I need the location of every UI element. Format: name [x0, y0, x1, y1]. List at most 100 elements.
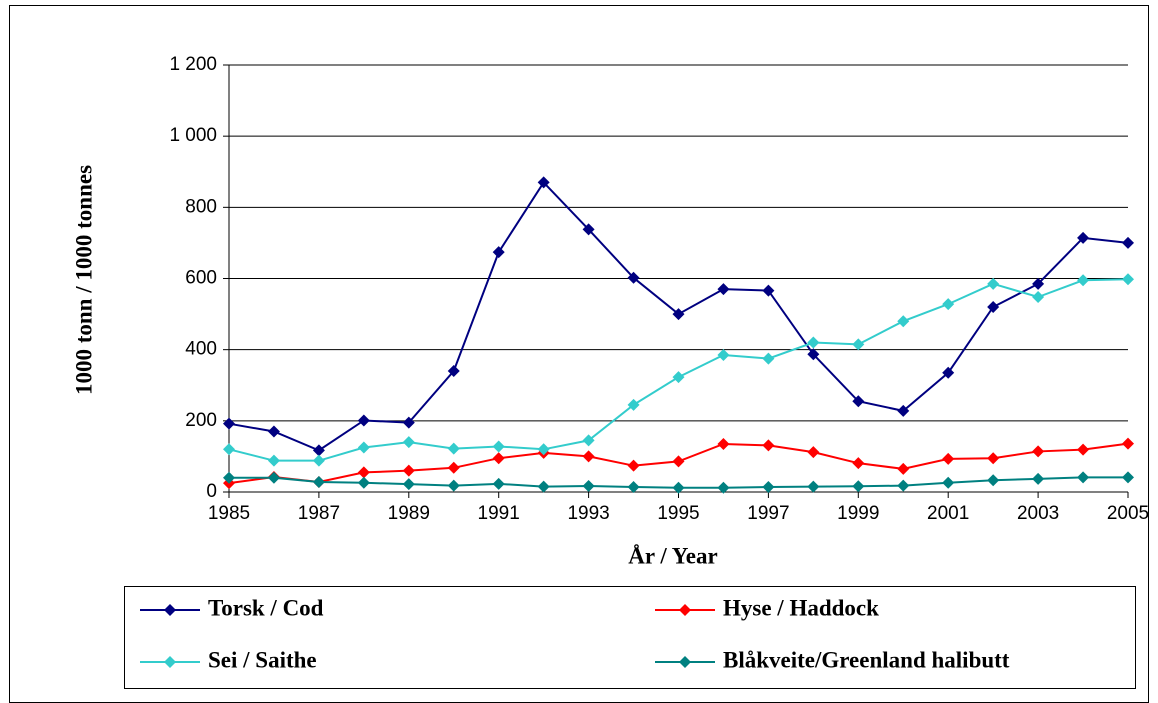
data-point: [987, 474, 1000, 487]
data-point: [672, 481, 685, 494]
data-point: [1077, 231, 1090, 244]
x-tick-label: 2005: [1107, 503, 1149, 524]
x-axis-title: År / Year: [628, 543, 717, 568]
data-point: [987, 277, 1000, 290]
data-point: [1032, 445, 1045, 458]
data-point: [942, 476, 955, 489]
data-point: [537, 176, 550, 189]
data-point: [672, 308, 685, 321]
x-tick-label: 1989: [388, 503, 430, 524]
legend-label: Sei / Saithe: [208, 647, 317, 672]
data-point: [1077, 274, 1090, 287]
legend: [124, 586, 1136, 689]
data-point: [312, 476, 325, 489]
data-point: [807, 480, 820, 493]
data-point: [762, 352, 775, 365]
data-point: [357, 466, 370, 479]
data-point: [807, 336, 820, 349]
data-point: [807, 446, 820, 459]
data-point: [223, 443, 235, 456]
legend-marker: [164, 604, 176, 616]
x-tick-label: 1993: [567, 503, 609, 524]
data-point: [1032, 472, 1045, 485]
data-point: [942, 366, 955, 379]
data-point: [357, 476, 370, 489]
data-point: [627, 398, 640, 411]
legend-label: Hyse / Haddock: [723, 595, 879, 620]
data-point: [447, 442, 460, 455]
data-point: [312, 454, 325, 467]
data-point: [267, 425, 280, 438]
data-point: [492, 246, 505, 259]
data-point: [582, 223, 595, 236]
data-point: [717, 349, 730, 362]
data-point: [1122, 236, 1134, 249]
x-tick-label: 1987: [298, 503, 340, 524]
data-point: [852, 457, 865, 470]
legend-label: Blåkveite/Greenland halibutt: [723, 647, 1010, 672]
data-point: [717, 437, 730, 450]
data-point: [402, 416, 415, 429]
data-point: [852, 338, 865, 351]
y-tick-label: 400: [185, 339, 217, 360]
data-point: [582, 450, 595, 463]
data-point: [717, 283, 730, 296]
data-point: [1122, 437, 1134, 450]
data-point: [582, 479, 595, 492]
data-point: [627, 459, 640, 472]
data-point: [1077, 443, 1090, 456]
data-point: [627, 271, 640, 284]
x-tick-label: 1997: [747, 503, 789, 524]
data-point: [942, 452, 955, 465]
data-point: [1077, 471, 1090, 484]
x-tick-label: 1985: [208, 503, 250, 524]
data-point: [223, 417, 235, 430]
data-point: [762, 481, 775, 494]
data-point: [447, 461, 460, 474]
y-tick-label: 200: [185, 410, 217, 431]
data-point: [492, 440, 505, 453]
y-tick-label: 1 000: [169, 125, 217, 146]
data-point: [762, 439, 775, 452]
data-point: [357, 414, 370, 427]
data-point: [492, 452, 505, 465]
legend-marker: [164, 656, 176, 668]
data-point: [402, 436, 415, 449]
data-point: [537, 480, 550, 493]
data-point: [942, 298, 955, 311]
data-point: [807, 348, 820, 361]
x-tick-label: 1991: [478, 503, 520, 524]
x-tick-label: 1995: [657, 503, 699, 524]
data-point: [987, 300, 1000, 313]
data-point: [402, 464, 415, 477]
data-point: [852, 480, 865, 493]
y-tick-label: 800: [185, 196, 217, 217]
data-point: [492, 477, 505, 490]
data-point: [267, 471, 280, 484]
data-point: [447, 365, 460, 378]
legend-marker: [679, 656, 691, 668]
y-tick-label: 600: [185, 268, 217, 289]
data-point: [402, 478, 415, 491]
data-point: [897, 479, 910, 492]
data-point: [312, 444, 325, 457]
data-point: [223, 471, 235, 484]
data-point: [1032, 291, 1045, 304]
data-point: [1122, 273, 1134, 286]
x-tick-label: 1999: [837, 503, 879, 524]
legend-marker: [679, 604, 691, 616]
data-point: [582, 434, 595, 447]
legend-label: Torsk / Cod: [208, 595, 324, 620]
data-point: [852, 395, 865, 408]
y-axis-title: 1000 tonn / 1000 tonnes: [71, 165, 96, 395]
data-point: [987, 452, 1000, 465]
data-point: [537, 443, 550, 456]
data-point: [762, 284, 775, 297]
data-point: [627, 481, 640, 494]
x-tick-label: 2003: [1017, 503, 1059, 524]
data-point: [897, 404, 910, 417]
y-tick-label: 1 200: [169, 54, 217, 75]
x-tick-label: 2001: [927, 503, 969, 524]
data-point: [897, 315, 910, 328]
